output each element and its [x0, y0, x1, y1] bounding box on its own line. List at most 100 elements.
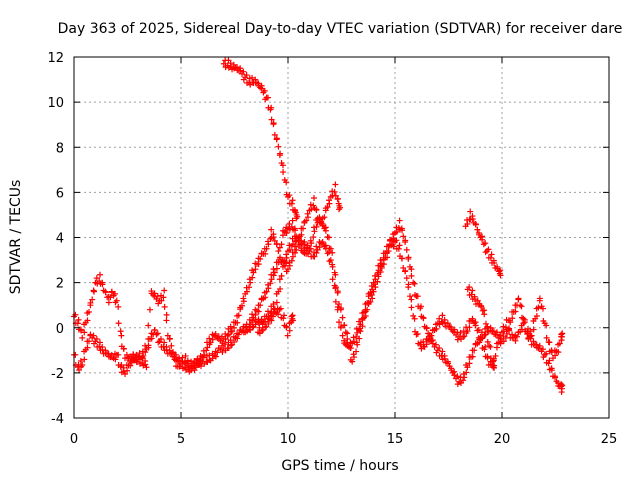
data-point — [444, 320, 451, 327]
data-point — [105, 299, 112, 306]
data-point — [212, 330, 219, 337]
data-point — [322, 227, 329, 234]
data-point — [220, 60, 227, 67]
data-point — [327, 257, 334, 264]
data-point — [367, 298, 374, 305]
data-point — [209, 336, 216, 343]
x-axis-ticks: 0 5 10 15 20 25 — [70, 57, 617, 447]
data-point — [474, 297, 481, 304]
data-point — [310, 234, 317, 241]
data-point — [102, 347, 109, 354]
data-point — [276, 255, 283, 262]
data-point — [400, 233, 407, 240]
data-point — [249, 317, 256, 324]
data-point — [354, 329, 361, 336]
data-point — [539, 305, 546, 312]
data-point — [481, 311, 488, 318]
data-point — [307, 245, 314, 252]
data-point — [408, 296, 415, 303]
data-point — [243, 72, 250, 79]
data-point — [556, 340, 563, 347]
data-point — [331, 282, 338, 289]
data-point — [108, 288, 115, 295]
data-point — [267, 235, 274, 242]
data-point — [313, 249, 320, 256]
data-point — [559, 382, 566, 389]
data-point — [275, 311, 282, 318]
data-point — [336, 319, 343, 326]
data-point — [370, 279, 377, 286]
data-point — [229, 328, 236, 335]
data-point — [321, 214, 328, 221]
data-point — [405, 255, 412, 262]
data-point — [492, 352, 499, 359]
data-point — [469, 213, 476, 220]
data-point — [160, 294, 167, 301]
data-point — [179, 358, 186, 365]
data-point — [75, 316, 82, 323]
data-point — [316, 244, 323, 251]
data-point — [99, 279, 106, 286]
data-point — [278, 272, 285, 279]
data-point — [476, 339, 483, 346]
data-point — [341, 337, 348, 344]
data-point — [444, 358, 451, 365]
data-point — [276, 306, 283, 313]
data-point — [527, 328, 534, 335]
data-point — [336, 301, 343, 308]
data-point — [227, 342, 234, 349]
data-point — [288, 257, 295, 264]
data-point — [311, 195, 318, 202]
data-point — [246, 284, 253, 291]
data-point — [111, 290, 118, 297]
data-point — [509, 331, 516, 338]
data-point — [484, 324, 491, 331]
data-point — [405, 284, 412, 291]
data-point — [143, 364, 150, 371]
data-point — [402, 239, 409, 246]
data-point — [247, 321, 254, 328]
data-point — [263, 245, 270, 252]
data-point — [491, 362, 498, 369]
data-point — [337, 324, 344, 331]
y-tick-label: 12 — [47, 51, 64, 66]
data-point — [305, 214, 312, 221]
data-point — [520, 315, 527, 322]
data-point — [410, 312, 417, 319]
series-track-4 — [462, 208, 504, 279]
data-point — [257, 302, 264, 309]
data-point — [158, 297, 165, 304]
data-point — [313, 206, 320, 213]
data-point — [270, 272, 277, 279]
data-point — [332, 298, 339, 305]
data-point — [286, 262, 293, 269]
data-point — [85, 308, 92, 315]
data-point — [441, 352, 448, 359]
data-point — [234, 319, 241, 326]
series-track-3 — [220, 57, 301, 222]
data-point — [339, 332, 346, 339]
data-point — [543, 334, 550, 341]
data-point — [478, 302, 485, 309]
data-point — [255, 261, 262, 268]
y-tick-label: 6 — [56, 186, 64, 201]
x-tick-label: 10 — [280, 432, 297, 447]
data-point — [304, 242, 311, 249]
data-point — [303, 217, 310, 224]
data-point — [536, 295, 543, 302]
data-point — [502, 335, 509, 342]
data-point — [533, 341, 540, 348]
data-point — [115, 351, 122, 358]
data-point — [283, 179, 290, 186]
data-point — [332, 285, 339, 292]
data-point — [326, 258, 333, 265]
data-point — [271, 269, 278, 276]
data-point — [238, 302, 245, 309]
data-point — [277, 285, 284, 292]
data-point — [486, 342, 493, 349]
data-point — [385, 243, 392, 250]
data-point — [551, 373, 558, 380]
data-point — [212, 353, 219, 360]
data-point — [490, 328, 497, 335]
x-tick-label: 25 — [601, 432, 618, 447]
